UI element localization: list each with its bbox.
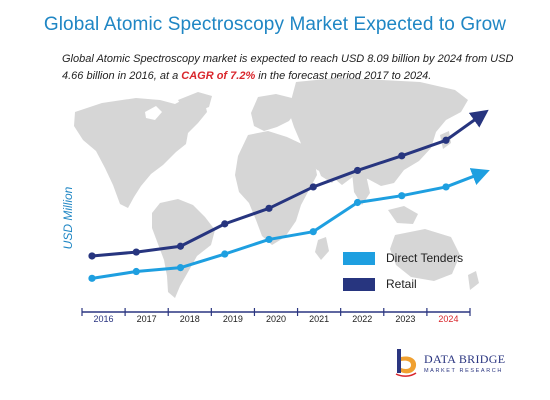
cagr-highlight: CAGR of 7.2%	[181, 70, 256, 82]
x-tick-label-2020: 2020	[266, 314, 286, 324]
x-tick-label-2022: 2022	[352, 314, 372, 324]
data-point-retail-2024	[442, 136, 450, 144]
trend-arrow-direct-tenders	[445, 168, 490, 189]
data-point-direct-tenders-2018	[176, 264, 185, 272]
data-point-retail-2017	[132, 248, 140, 256]
legend-swatch-direct-tenders	[343, 251, 375, 265]
x-tick-label-2018: 2018	[180, 314, 200, 324]
legend-item-direct-tenders: Direct Tenders	[343, 248, 463, 268]
data-bridge-logo-icon	[395, 349, 417, 377]
company-logo: DATA BRIDGE MARKET RESEARCH	[394, 348, 505, 378]
data-point-direct-tenders-2016	[88, 274, 96, 282]
x-tick-label-2023: 2023	[395, 314, 415, 324]
logo-name: DATA BRIDGE	[424, 352, 506, 366]
x-tick-label-2024: 2024	[438, 314, 458, 324]
series-layer	[88, 109, 490, 282]
data-point-direct-tenders-2020	[265, 235, 273, 244]
trend-arrow-retail	[445, 109, 489, 142]
data-point-retail-2022	[353, 166, 362, 175]
x-tick-label-2017: 2017	[137, 314, 157, 324]
subtitle-text-end: in the forecast period 2017 to 2024.	[255, 70, 432, 82]
data-point-retail-2020	[265, 204, 273, 212]
x-tick-label-2021: 2021	[309, 314, 329, 324]
x-axis: 2016 2017 2018 2019 2020 2021 2022 2023 2024	[81, 308, 471, 324]
data-point-retail-2019	[221, 220, 229, 228]
subtitle-text-start: Global Atomic Spectroscopy market is exp…	[62, 53, 514, 82]
data-point-direct-tenders-2024	[442, 183, 450, 191]
legend-label-direct-tenders: Direct Tenders	[386, 251, 464, 265]
chart-title: Global Atomic Spectroscopy Market Expect…	[43, 14, 507, 35]
logo-tagline: MARKET RESEARCH	[424, 368, 503, 374]
data-point-direct-tenders-2023	[398, 192, 406, 200]
data-point-direct-tenders-2021	[309, 228, 317, 236]
chart-subtitle: Global Atomic Spectroscopy market is exp…	[62, 51, 522, 85]
data-point-retail-2018	[176, 242, 185, 250]
x-tick-label-2016: 2016	[94, 314, 114, 324]
legend-item-retail: Retail	[343, 274, 463, 294]
legend: Direct Tenders Retail	[343, 248, 463, 300]
x-tick-label-2019: 2019	[223, 314, 243, 324]
data-point-direct-tenders-2017	[132, 267, 140, 276]
legend-label-retail: Retail	[386, 277, 417, 291]
data-point-retail-2016	[88, 252, 96, 260]
y-axis-label: USD Million	[61, 186, 75, 250]
world-map-background	[74, 78, 479, 298]
data-point-retail-2023	[398, 152, 406, 160]
data-point-direct-tenders-2019	[221, 250, 229, 258]
legend-swatch-retail	[343, 277, 375, 291]
data-point-retail-2021	[309, 183, 317, 191]
data-point-direct-tenders-2022	[353, 198, 362, 207]
